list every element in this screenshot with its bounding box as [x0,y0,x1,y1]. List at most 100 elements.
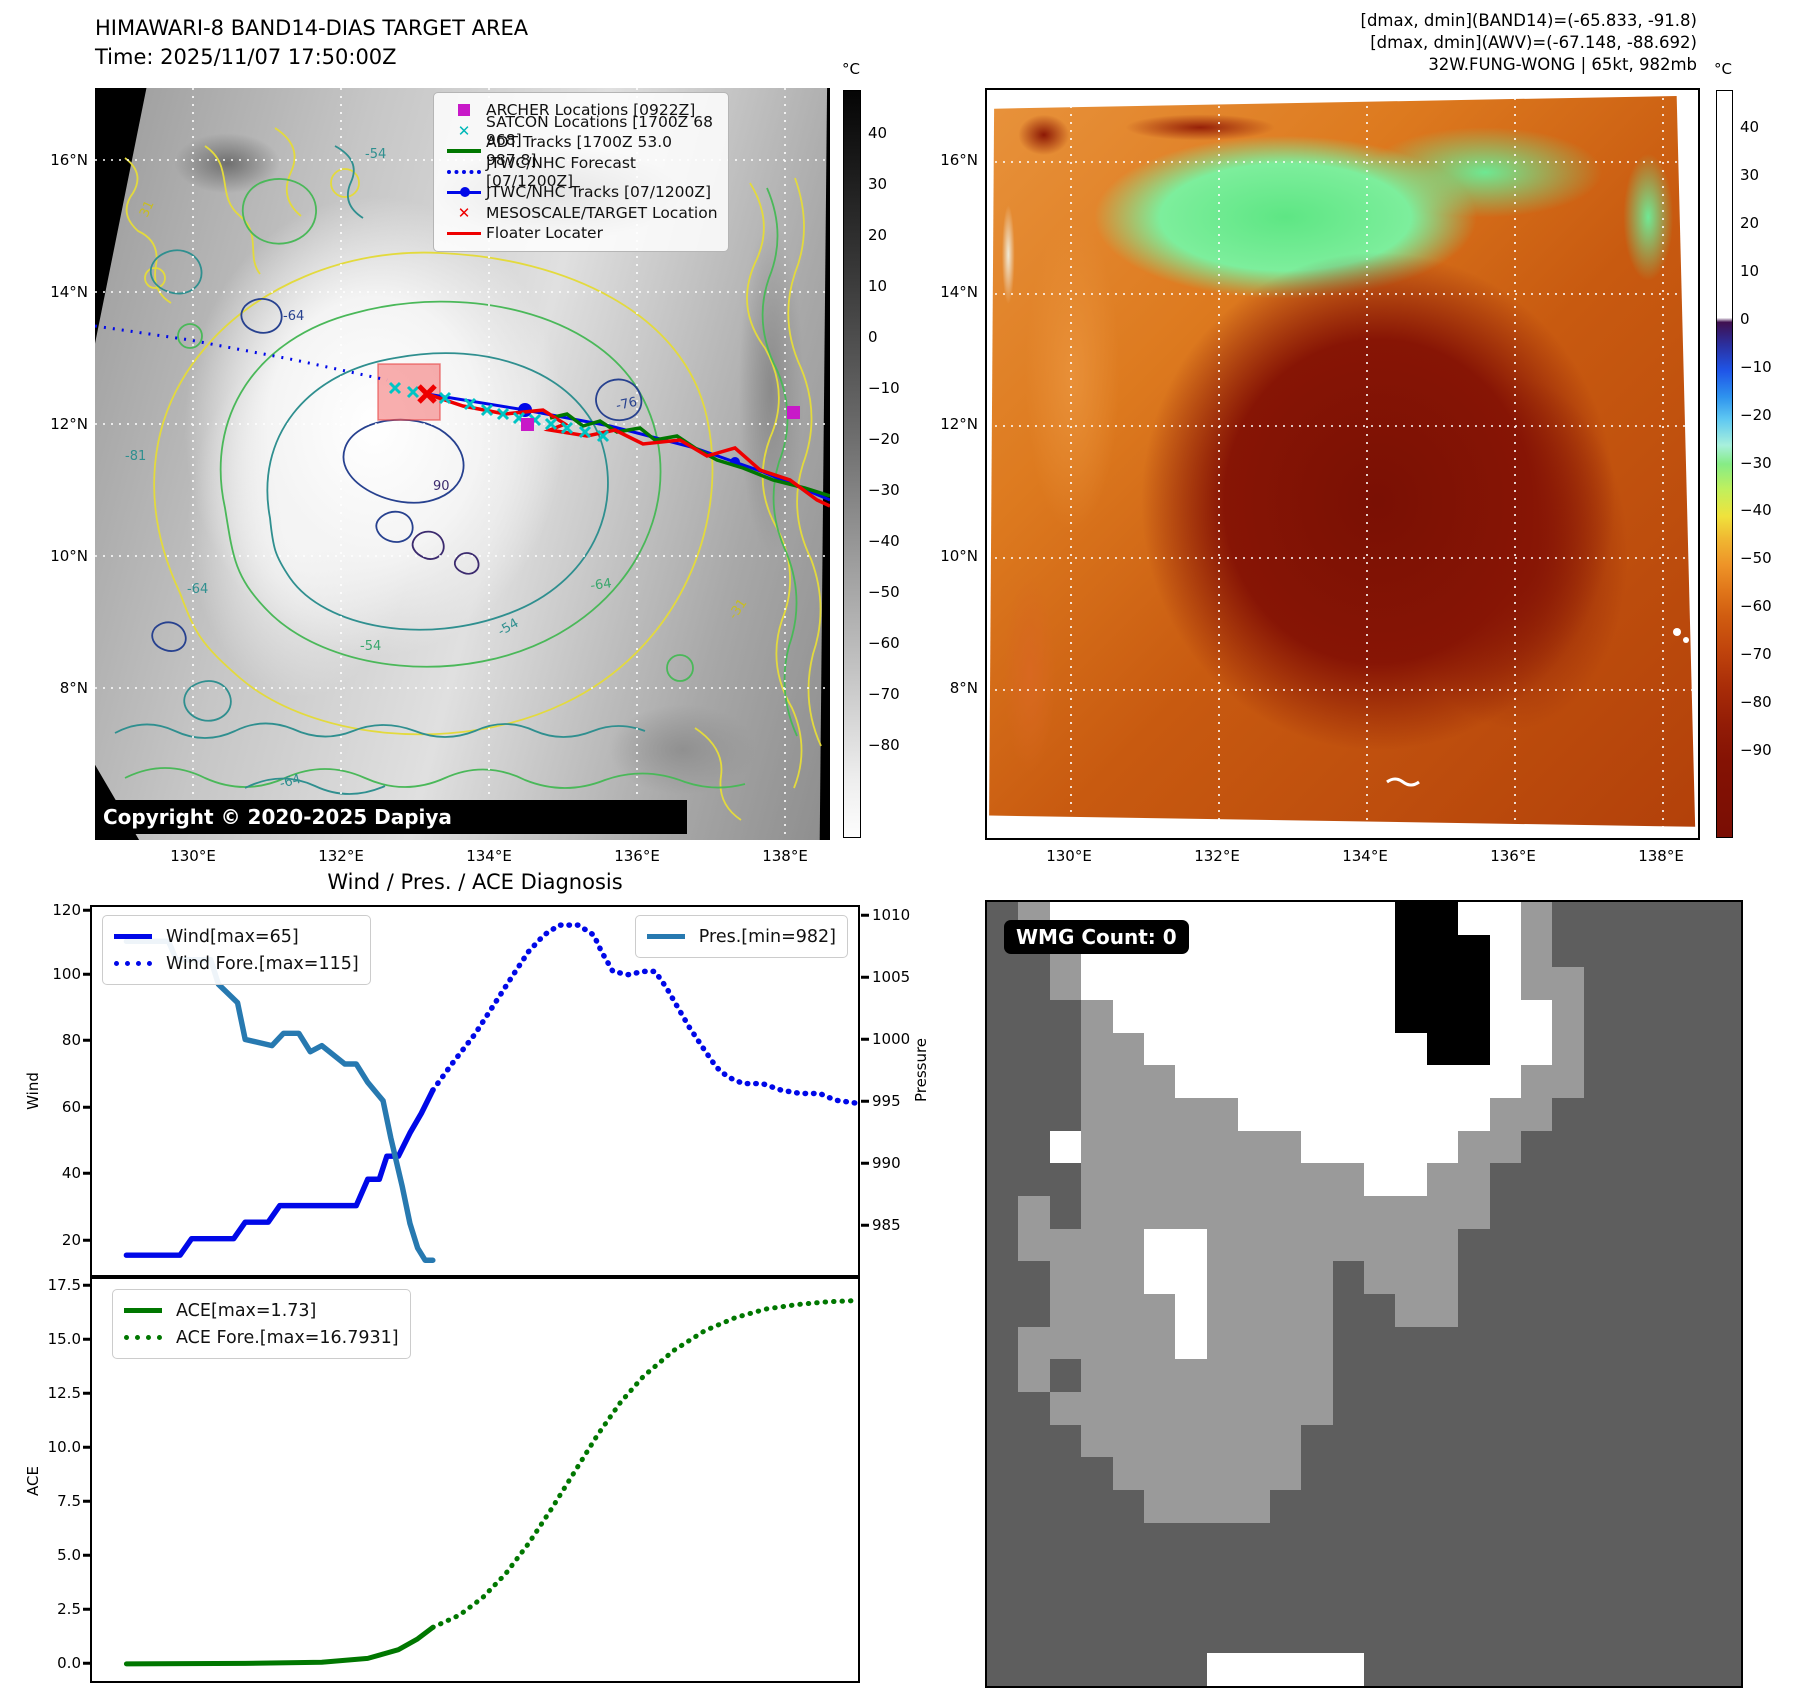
wmg-cell [1489,1098,1522,1131]
tick-label: −40 [1740,501,1772,519]
wmg-cell [1301,1555,1333,1588]
wmg-cell [1018,1555,1050,1588]
wmg-cell [1395,902,1427,935]
contour-label: 90 [433,479,450,494]
wmg-cell [1269,1065,1302,1098]
wmg-cell [1081,1620,1113,1654]
wmg-cell [1301,1392,1333,1425]
wmg-cell [1709,1522,1741,1556]
wmg-cell [987,1000,1019,1033]
wmg-cell [1426,1555,1459,1588]
wmg-cell [1269,1490,1302,1523]
wmg-cell [1301,902,1333,935]
band14-map: 31 -64 -81 90 -76 -64 -54 -64 -54 -31 -5… [95,88,830,840]
tick-label: 134°E [1342,847,1388,865]
wmg-cell [1018,1359,1050,1392]
wmg-cell [1301,1424,1333,1458]
tick-label: −30 [868,481,900,499]
left-panel-title: HIMAWARI-8 BAND14-DIAS TARGET AREA Time:… [95,14,528,72]
wmg-cell [1489,934,1522,968]
wmg-cell [1395,1522,1427,1556]
wmg-cell [1395,1588,1427,1621]
wmg-cell [1678,1522,1710,1556]
wmg-cell [1521,934,1553,968]
wmg-cell [1395,1555,1427,1588]
wmg-cell [1489,1326,1522,1360]
wmg-cell [1521,1653,1553,1686]
wmg-cell [987,1555,1019,1588]
wmg-cell [1049,1261,1082,1294]
wmg-cell [1521,1294,1553,1327]
wmg-cell [1646,1196,1679,1229]
legend-item-wind-forecast: Wind Fore.[max=115] [114,950,359,977]
wmg-cell [1049,1620,1082,1654]
tick-label: 12°N [50,415,88,433]
wmg-cell [1615,1065,1647,1098]
wmg-cell [1678,1065,1710,1098]
legend-item-jtwc-forecast: JTWC/NHC Forecast [07/1200Z] [442,154,720,190]
wmg-cell [1458,1098,1490,1131]
wmg-cell [1521,1490,1553,1523]
wmg-cell [1395,1392,1427,1425]
wmg-cell [1583,1130,1616,1164]
wmg-cell [1646,1424,1679,1458]
legend-item-archer: ARCHER Locations [0922Z] [442,100,720,121]
wmg-cell [1395,1653,1427,1686]
wmg-cell [1301,1196,1333,1229]
tick-label: 1010 [872,905,928,925]
wmg-cell [1395,934,1427,968]
wmg-cell [1363,1163,1396,1196]
floater-line-icon [442,231,486,235]
wmg-cell [1332,1392,1364,1425]
wmg-cell [1395,1359,1427,1392]
wmg-cell [1363,1424,1396,1458]
tick-label: −60 [868,634,900,652]
wmg-cell [1363,1555,1396,1588]
wmg-cell [1238,1359,1270,1392]
wmg-cell [1206,1294,1239,1327]
wmg-cell [1081,1196,1113,1229]
wind-axis-label: Wind [24,1072,42,1110]
wmg-cell [1301,1457,1333,1490]
wmg-cell [1332,1359,1364,1392]
tick-label: 0 [1740,310,1750,328]
wmg-cell [1206,1130,1239,1164]
wmg-cell [1206,1522,1239,1556]
wmg-cell [1144,1588,1176,1621]
wmg-cell [987,1098,1019,1131]
jtwc-forecast-track [95,324,388,382]
wmg-cell [1489,1228,1522,1262]
wmg-cell [1552,902,1584,935]
wmg-cell [1552,1228,1584,1262]
tick-label: −50 [868,583,900,601]
wmg-cell [1269,1620,1302,1654]
wmg-cell [1583,1392,1616,1425]
wmg-cell [1175,1490,1207,1523]
wmg-cell [1583,1522,1616,1556]
wmg-cell [1489,1588,1522,1621]
wmg-cell [1144,1326,1176,1360]
legend-label: MESOSCALE/TARGET Location [486,203,718,222]
wmg-cell [1112,1392,1145,1425]
dmax-dmin-awv: [dmax, dmin](AWV)=(-67.148, -88.692) [1370,33,1697,52]
wmg-cell [1458,967,1490,1000]
wmg-cell [1646,1653,1679,1686]
wmg-cell [1521,1620,1553,1654]
wmg-cell [1238,1000,1270,1033]
wmg-cell [1552,1522,1584,1556]
wmg-cell [1646,1359,1679,1392]
wmg-cell [1521,1228,1553,1262]
wmg-cell [1678,1359,1710,1392]
legend-item-ace-forecast: ACE Fore.[max=16.7931] [124,1324,399,1351]
contour-label: -81 [125,449,146,464]
ir-satellite-image [989,95,1696,827]
wmg-panel: WMG Count: 0 [985,900,1743,1688]
ace-legend: ACE[max=1.73] ACE Fore.[max=16.7931] [112,1289,411,1359]
wmg-cell [1269,1261,1302,1294]
wmg-cell [1552,1555,1584,1588]
wmg-cell [1301,1326,1333,1360]
wmg-cell [1646,1261,1679,1294]
wmg-cell [1238,1490,1270,1523]
wmg-cell [1678,934,1710,968]
wmg-cell [987,1522,1019,1556]
